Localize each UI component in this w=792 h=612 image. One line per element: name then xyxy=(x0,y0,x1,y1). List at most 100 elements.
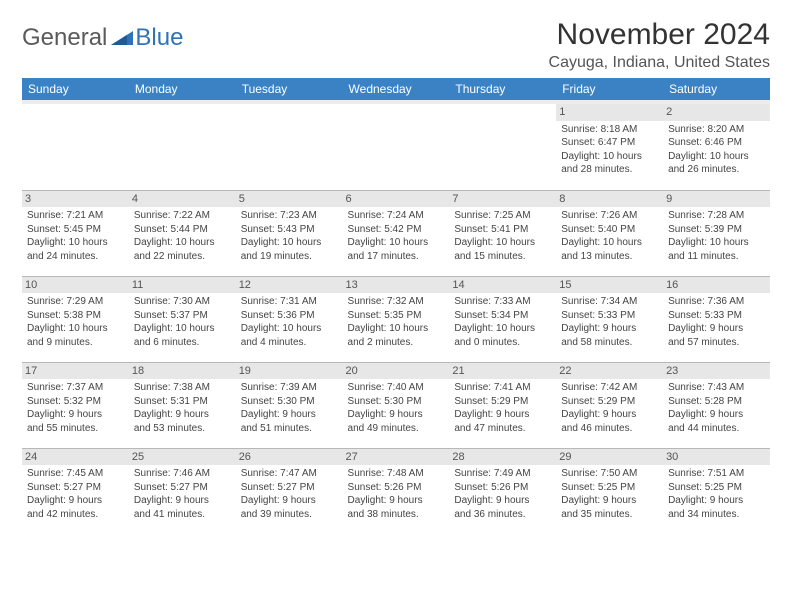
calendar-day: 14Sunrise: 7:33 AMSunset: 5:34 PMDayligh… xyxy=(449,276,556,362)
sunrise-text: Sunrise: 7:39 AM xyxy=(241,381,338,395)
day-number: 15 xyxy=(556,277,663,294)
month-title: November 2024 xyxy=(549,18,770,52)
sunrise-text: Sunrise: 7:49 AM xyxy=(454,467,551,481)
daylight-text: Daylight: 10 hours xyxy=(668,150,765,164)
sunset-text: Sunset: 5:30 PM xyxy=(241,395,338,409)
sunrise-text: Sunrise: 7:45 AM xyxy=(27,467,124,481)
sunset-text: Sunset: 5:33 PM xyxy=(668,309,765,323)
day-header: Friday xyxy=(556,78,663,100)
sunset-text: Sunset: 5:30 PM xyxy=(348,395,445,409)
calendar-day: 3Sunrise: 7:21 AMSunset: 5:45 PMDaylight… xyxy=(22,190,129,276)
day-number: 14 xyxy=(449,277,556,294)
daylight-text: Daylight: 9 hours xyxy=(348,408,445,422)
daylight-text: Daylight: 9 hours xyxy=(27,494,124,508)
daylight-text: Daylight: 10 hours xyxy=(134,236,231,250)
daylight-text: Daylight: 9 hours xyxy=(668,408,765,422)
calendar-day: 29Sunrise: 7:50 AMSunset: 5:25 PMDayligh… xyxy=(556,448,663,534)
daylight-text: Daylight: 10 hours xyxy=(241,236,338,250)
daylight-text: Daylight: 9 hours xyxy=(454,494,551,508)
calendar-day xyxy=(343,104,450,190)
sunrise-text: Sunrise: 7:34 AM xyxy=(561,295,658,309)
sunset-text: Sunset: 5:39 PM xyxy=(668,223,765,237)
calendar-day: 20Sunrise: 7:40 AMSunset: 5:30 PMDayligh… xyxy=(343,362,450,448)
day-number: 6 xyxy=(343,191,450,208)
daylight-text: Daylight: 10 hours xyxy=(561,150,658,164)
sunrise-text: Sunrise: 8:18 AM xyxy=(561,123,658,137)
daylight-text: and 2 minutes. xyxy=(348,336,445,350)
calendar-day: 26Sunrise: 7:47 AMSunset: 5:27 PMDayligh… xyxy=(236,448,343,534)
daylight-text: Daylight: 10 hours xyxy=(27,322,124,336)
sunset-text: Sunset: 5:42 PM xyxy=(348,223,445,237)
daylight-text: Daylight: 9 hours xyxy=(134,494,231,508)
day-number: 3 xyxy=(22,191,129,208)
sunset-text: Sunset: 5:40 PM xyxy=(561,223,658,237)
daylight-text: Daylight: 9 hours xyxy=(668,322,765,336)
day-number: 20 xyxy=(343,363,450,380)
calendar-day: 5Sunrise: 7:23 AMSunset: 5:43 PMDaylight… xyxy=(236,190,343,276)
calendar-day: 4Sunrise: 7:22 AMSunset: 5:44 PMDaylight… xyxy=(129,190,236,276)
sunset-text: Sunset: 5:28 PM xyxy=(668,395,765,409)
sunrise-text: Sunrise: 7:51 AM xyxy=(668,467,765,481)
daylight-text: Daylight: 10 hours xyxy=(348,236,445,250)
sunrise-text: Sunrise: 7:23 AM xyxy=(241,209,338,223)
daylight-text: and 15 minutes. xyxy=(454,250,551,264)
day-number: 5 xyxy=(236,191,343,208)
daylight-text: and 13 minutes. xyxy=(561,250,658,264)
logo-triangle-icon xyxy=(111,27,133,50)
daylight-text: and 53 minutes. xyxy=(134,422,231,436)
sunrise-text: Sunrise: 7:30 AM xyxy=(134,295,231,309)
daylight-text: and 34 minutes. xyxy=(668,508,765,522)
logo-text-2: Blue xyxy=(135,24,183,52)
day-number: 9 xyxy=(663,191,770,208)
daylight-text: Daylight: 10 hours xyxy=(348,322,445,336)
daylight-text: Daylight: 9 hours xyxy=(454,408,551,422)
day-header: Thursday xyxy=(449,78,556,100)
calendar-day: 28Sunrise: 7:49 AMSunset: 5:26 PMDayligh… xyxy=(449,448,556,534)
calendar-day xyxy=(449,104,556,190)
daylight-text: and 47 minutes. xyxy=(454,422,551,436)
day-number: 1 xyxy=(556,104,663,121)
day-number: 27 xyxy=(343,449,450,466)
sunset-text: Sunset: 5:29 PM xyxy=(561,395,658,409)
day-number: 21 xyxy=(449,363,556,380)
day-number: 18 xyxy=(129,363,236,380)
sunrise-text: Sunrise: 7:37 AM xyxy=(27,381,124,395)
header: General Blue November 2024 Cayuga, India… xyxy=(22,18,770,72)
daylight-text: and 4 minutes. xyxy=(241,336,338,350)
sunrise-text: Sunrise: 7:42 AM xyxy=(561,381,658,395)
calendar-day: 1Sunrise: 8:18 AMSunset: 6:47 PMDaylight… xyxy=(556,104,663,190)
sunset-text: Sunset: 5:35 PM xyxy=(348,309,445,323)
calendar-day: 6Sunrise: 7:24 AMSunset: 5:42 PMDaylight… xyxy=(343,190,450,276)
logo: General Blue xyxy=(22,18,183,52)
calendar-day: 18Sunrise: 7:38 AMSunset: 5:31 PMDayligh… xyxy=(129,362,236,448)
day-number: 16 xyxy=(663,277,770,294)
daylight-text: Daylight: 10 hours xyxy=(561,236,658,250)
day-number: 11 xyxy=(129,277,236,294)
sunrise-text: Sunrise: 7:25 AM xyxy=(454,209,551,223)
daylight-text: and 58 minutes. xyxy=(561,336,658,350)
day-number: 17 xyxy=(22,363,129,380)
sunrise-text: Sunrise: 7:40 AM xyxy=(348,381,445,395)
daylight-text: and 0 minutes. xyxy=(454,336,551,350)
sunset-text: Sunset: 5:36 PM xyxy=(241,309,338,323)
day-number: 4 xyxy=(129,191,236,208)
day-number: 23 xyxy=(663,363,770,380)
calendar-day: 21Sunrise: 7:41 AMSunset: 5:29 PMDayligh… xyxy=(449,362,556,448)
calendar-day: 15Sunrise: 7:34 AMSunset: 5:33 PMDayligh… xyxy=(556,276,663,362)
location: Cayuga, Indiana, United States xyxy=(549,54,770,72)
sunrise-text: Sunrise: 8:20 AM xyxy=(668,123,765,137)
daylight-text: and 17 minutes. xyxy=(348,250,445,264)
sunrise-text: Sunrise: 7:29 AM xyxy=(27,295,124,309)
calendar-day: 10Sunrise: 7:29 AMSunset: 5:38 PMDayligh… xyxy=(22,276,129,362)
sunset-text: Sunset: 5:32 PM xyxy=(27,395,124,409)
calendar-day xyxy=(236,104,343,190)
calendar-day: 17Sunrise: 7:37 AMSunset: 5:32 PMDayligh… xyxy=(22,362,129,448)
calendar-day: 2Sunrise: 8:20 AMSunset: 6:46 PMDaylight… xyxy=(663,104,770,190)
sunset-text: Sunset: 5:26 PM xyxy=(348,481,445,495)
daylight-text: and 39 minutes. xyxy=(241,508,338,522)
calendar-day: 24Sunrise: 7:45 AMSunset: 5:27 PMDayligh… xyxy=(22,448,129,534)
sunrise-text: Sunrise: 7:48 AM xyxy=(348,467,445,481)
day-header: Sunday xyxy=(22,78,129,100)
day-number: 24 xyxy=(22,449,129,466)
sunset-text: Sunset: 5:33 PM xyxy=(561,309,658,323)
